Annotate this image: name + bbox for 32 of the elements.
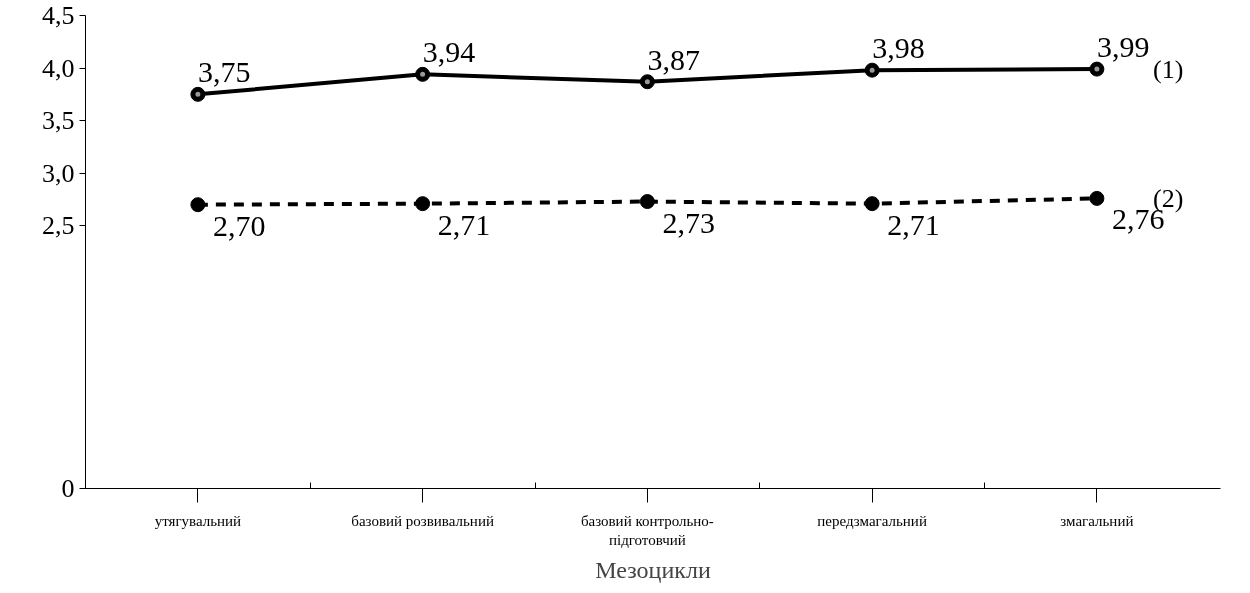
y-tick-label: 4,5 bbox=[42, 1, 75, 30]
data-label: 3,94 bbox=[422, 35, 476, 69]
data-label: 2,71 bbox=[437, 207, 491, 241]
x-axis-title: Мезоцикли bbox=[595, 556, 711, 583]
y-tick-label: 3,0 bbox=[42, 158, 75, 188]
x-tick-label: базовий розвивальний bbox=[351, 512, 494, 529]
y-tick-label: 4,0 bbox=[42, 53, 75, 83]
point bbox=[1089, 190, 1105, 206]
point bbox=[864, 62, 880, 78]
point bbox=[415, 196, 431, 212]
data-label: 2,70 bbox=[212, 208, 266, 242]
series-label: (1) bbox=[1153, 54, 1184, 84]
point bbox=[639, 74, 655, 90]
point bbox=[864, 196, 880, 212]
point bbox=[639, 194, 655, 210]
x-tick-label: базовий контрольно-підготовчий bbox=[580, 512, 714, 548]
data-label: 3,99 bbox=[1096, 30, 1150, 64]
x-tick-label: передзмагальний bbox=[817, 512, 927, 529]
data-label: 3,75 bbox=[197, 55, 251, 89]
point bbox=[190, 86, 206, 102]
y-tick-label: 0 bbox=[61, 474, 75, 503]
point bbox=[415, 66, 431, 82]
data-label: 3,87 bbox=[647, 42, 700, 76]
data-label: 2,73 bbox=[662, 205, 715, 239]
x-tick-label: змагальний bbox=[1060, 512, 1134, 529]
point bbox=[190, 197, 206, 213]
y-tick-label: 3,5 bbox=[42, 106, 75, 136]
data-label: 2,71 bbox=[887, 207, 940, 241]
x-tick-label: утягувальний bbox=[154, 512, 242, 529]
point bbox=[1089, 61, 1105, 77]
y-tick-label: 2,5 bbox=[42, 211, 75, 241]
data-label: 3,98 bbox=[872, 31, 925, 65]
